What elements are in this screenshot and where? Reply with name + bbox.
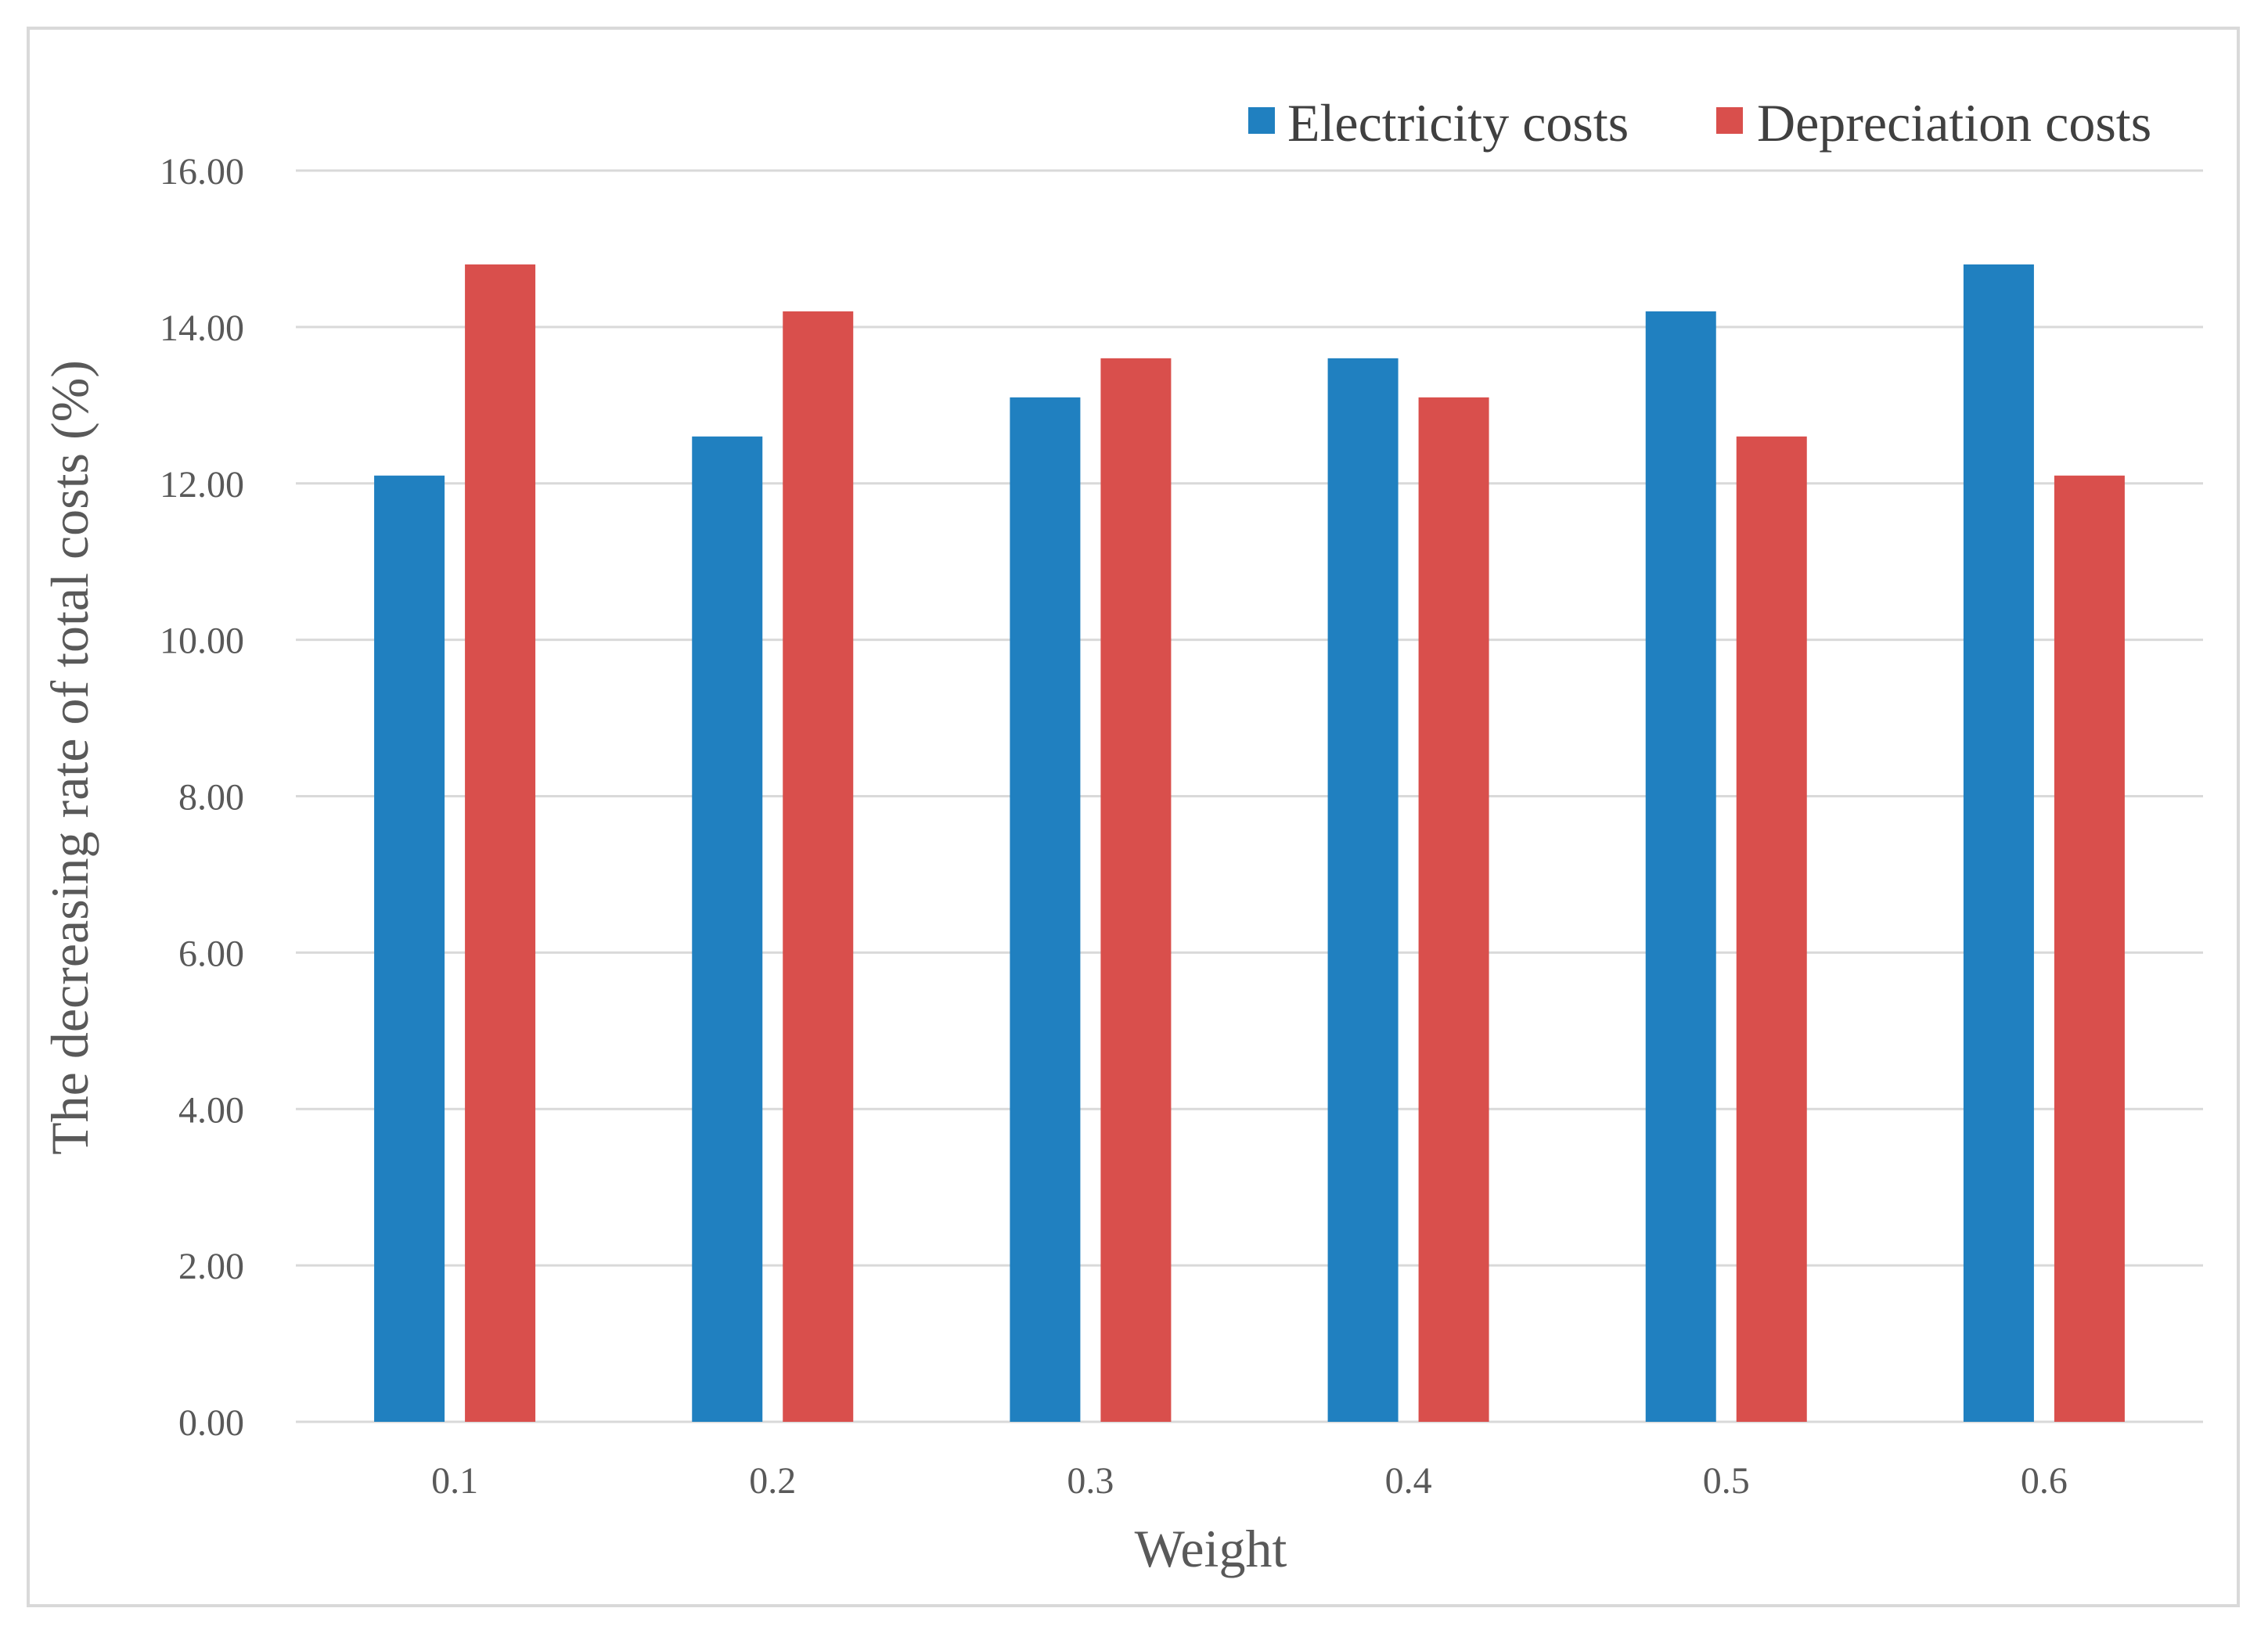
bar-electricity-0.6 xyxy=(1963,264,2034,1422)
y-tick-label: 2.00 xyxy=(178,1246,244,1287)
y-tick-label: 10.00 xyxy=(160,621,244,662)
bar-depreciation-0.4 xyxy=(1418,397,1489,1423)
legend: Electricity costs Depreciation costs xyxy=(1248,93,2151,153)
legend-label-electricity: Electricity costs xyxy=(1287,93,1629,153)
bar-electricity-0.4 xyxy=(1327,358,1399,1423)
bar-depreciation-0.5 xyxy=(1736,436,1807,1422)
y-tick-label: 0.00 xyxy=(178,1402,244,1444)
x-tick-label: 0.2 xyxy=(749,1460,796,1502)
bar-electricity-0.3 xyxy=(1010,397,1081,1423)
bar-electricity-0.5 xyxy=(1645,311,1716,1423)
x-tick-label: 0.4 xyxy=(1385,1460,1432,1502)
y-tick-label: 8.00 xyxy=(178,777,244,818)
bar-depreciation-0.6 xyxy=(2054,475,2125,1422)
bar-depreciation-0.3 xyxy=(1100,358,1172,1423)
y-tick-label: 12.00 xyxy=(160,464,244,505)
y-tick-label: 16.00 xyxy=(160,151,244,192)
y-tick-label: 6.00 xyxy=(178,933,244,974)
x-tick-label: 0.6 xyxy=(2021,1460,2068,1502)
x-tick-label: 0.1 xyxy=(431,1460,478,1502)
x-axis-ticks: 0.1 0.2 0.3 0.4 0.5 0.6 xyxy=(431,1460,2068,1502)
bars xyxy=(374,264,2125,1423)
x-tick-label: 0.5 xyxy=(1703,1460,1750,1502)
legend-swatch-depreciation xyxy=(1716,107,1743,134)
y-tick-label: 14.00 xyxy=(160,308,244,349)
y-tick-label: 4.00 xyxy=(178,1089,244,1131)
x-axis-title: Weight xyxy=(1135,1519,1287,1578)
legend-label-depreciation: Depreciation costs xyxy=(1757,93,2151,153)
bar-electricity-0.1 xyxy=(374,475,445,1422)
x-tick-label: 0.3 xyxy=(1067,1460,1114,1502)
bar-depreciation-0.2 xyxy=(783,311,854,1423)
y-axis-ticks: 0.00 2.00 4.00 6.00 8.00 10.00 12.00 14.00 16.00 xyxy=(160,151,244,1444)
y-axis-title: The decreasing rate of total costs (%) xyxy=(40,360,99,1155)
gridlines xyxy=(296,169,2203,1423)
legend-swatch-electricity xyxy=(1248,107,1275,134)
bar-depreciation-0.1 xyxy=(465,264,536,1422)
bar-electricity-0.2 xyxy=(692,436,763,1422)
